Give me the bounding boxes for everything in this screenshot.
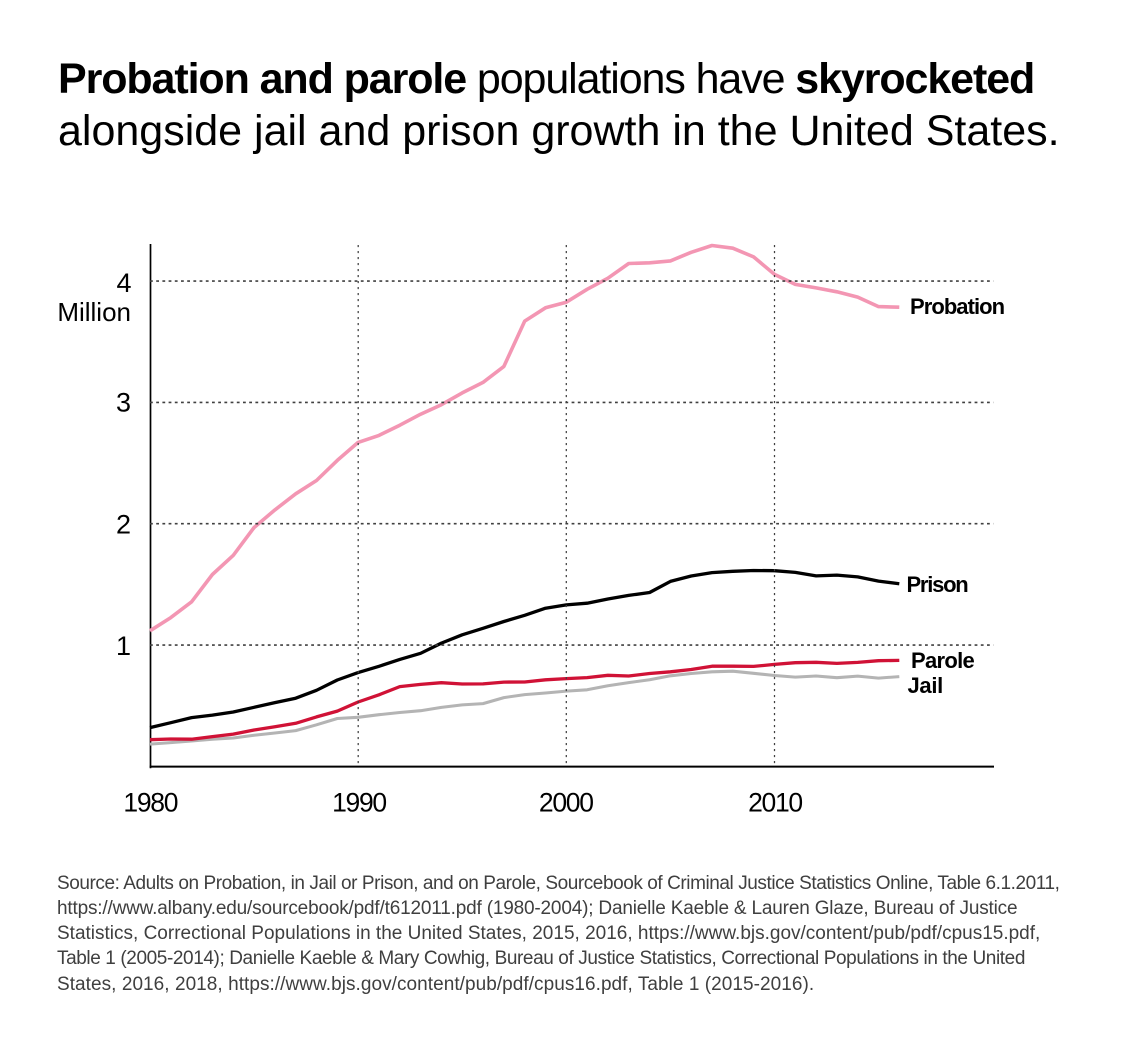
svg-text:2: 2 <box>116 509 131 539</box>
svg-text:1: 1 <box>116 631 131 661</box>
svg-text:1980: 1980 <box>123 787 177 817</box>
svg-text:1990: 1990 <box>332 787 386 817</box>
svg-text:Probation: Probation <box>910 294 1005 319</box>
svg-text:4: 4 <box>116 268 131 298</box>
svg-text:2010: 2010 <box>748 787 802 817</box>
svg-text:3: 3 <box>116 387 131 417</box>
svg-text:Parole: Parole <box>911 648 975 673</box>
svg-text:2000: 2000 <box>539 787 593 817</box>
svg-text:Prison: Prison <box>907 572 969 597</box>
svg-text:Jail: Jail <box>908 673 944 698</box>
svg-text:Million: Million <box>57 297 131 327</box>
